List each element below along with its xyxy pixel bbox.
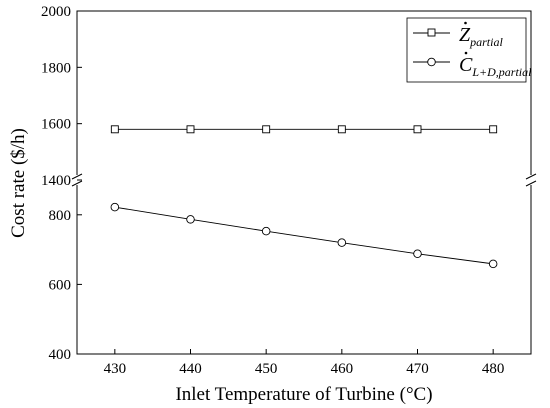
x-tick-label-480: 480 (482, 361, 505, 377)
data-point-square-460 (337, 125, 346, 134)
data-point-circle-440 (186, 215, 195, 224)
series-line-circle (114, 206, 494, 265)
axis-break-mark-right (525, 180, 537, 187)
legend-box (406, 17, 527, 83)
legend-dot-z (464, 21, 467, 25)
legend-label-c-ld-partial: CL+D,partial (459, 54, 532, 79)
data-point-circle-430 (110, 202, 120, 212)
axis-break-mark-left (71, 180, 83, 187)
legend-label-z-partial: Zpartial (459, 24, 503, 49)
data-point-circle-450 (261, 226, 271, 236)
data-point-square-430 (110, 125, 119, 134)
y-tick-label-600: 600 (49, 277, 72, 293)
y-tick-label-1800: 1800 (41, 60, 71, 76)
data-point-square-440 (186, 125, 195, 134)
y-axis-break (71, 173, 537, 187)
x-tick-label-460: 460 (331, 361, 354, 377)
data-point-square-450 (262, 125, 271, 134)
y-tick-label-1400: 1400 (41, 173, 71, 189)
data-point-square-470 (413, 125, 422, 134)
axis-break-gap-right (526, 175, 536, 185)
axis-break-mark-left (71, 173, 83, 180)
legend-marker-circle (427, 57, 436, 67)
legend: Zpartial CL+D,partial (406, 17, 532, 83)
x-axis-title: Inlet Temperature of Turbine (°C) (175, 384, 432, 405)
x-tick-label-450: 450 (255, 361, 278, 377)
y-tick-label-2000: 2000 (41, 4, 71, 20)
y-tick-label-400: 400 (49, 347, 72, 363)
y-tick-label-800: 800 (49, 208, 72, 224)
x-tick-label-430: 430 (104, 361, 127, 377)
data-point-square-480 (489, 125, 498, 134)
legend-dot-c (464, 51, 468, 55)
axis-break-mark-right (525, 173, 537, 180)
data-point-circle-460 (337, 238, 347, 247)
y-tick-label-1600: 1600 (41, 117, 71, 133)
data-point-circle-470 (413, 249, 422, 259)
axis-ticks: 430 440 450 460 470 480 400 600 800 1400 1600 1800 2… (41, 4, 504, 377)
x-tick-label-440: 440 (179, 361, 202, 377)
legend-marker-square (427, 28, 436, 37)
series-layer (110, 125, 498, 269)
x-tick-label-470: 470 (406, 361, 429, 377)
y-axis-title: Cost rate ($/h) (8, 128, 29, 238)
data-point-circle-480 (488, 259, 498, 269)
